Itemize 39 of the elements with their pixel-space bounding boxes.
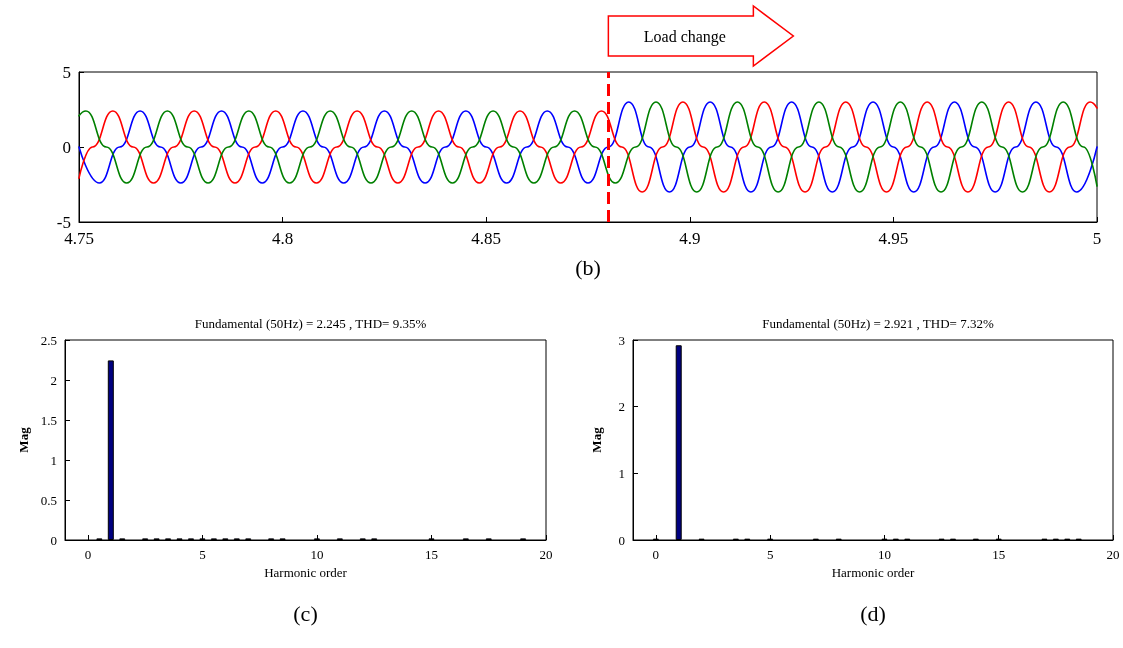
- x-tick-label: 5: [199, 547, 206, 562]
- x-tick-label: 10: [877, 547, 891, 562]
- chart-title: Fundamental (50Hz) = 2.245 , THD= 9.35%: [194, 316, 427, 331]
- x-tick-label: 0: [652, 547, 660, 562]
- text: (b): [575, 254, 601, 280]
- x-tick-label: 4.95: [878, 229, 909, 248]
- y-tick-label: 0.5: [40, 492, 57, 508]
- text: (c): [293, 600, 318, 626]
- text: Load change: [643, 27, 726, 46]
- x-tick-label: 5: [1092, 229, 1102, 248]
- x-tick-label: 10: [310, 547, 324, 562]
- chart-title: Fundamental (50Hz) = 2.921 , THD= 7.32%: [762, 316, 994, 331]
- y-tick-label: 2.5: [40, 332, 57, 348]
- x-tick-label: 5: [766, 547, 774, 562]
- y-tick-label: 0: [62, 137, 71, 157]
- x-tick-label: 15: [424, 547, 438, 562]
- y-axis-title: Mag: [15, 426, 31, 453]
- y-tick-label: 0: [618, 532, 625, 548]
- x-tick-label: 0: [84, 547, 92, 562]
- y-tick-label: 1.5: [40, 412, 57, 428]
- x-axis-title: Harmonic order: [264, 564, 348, 580]
- x-tick-label: 4.9: [679, 229, 701, 248]
- x-tick-label: 20: [1106, 547, 1120, 562]
- y-tick-label: 2: [618, 399, 625, 415]
- y-tick-label: 3: [618, 332, 625, 348]
- x-tick-label: 20: [539, 547, 553, 562]
- x-tick-label: 4.8: [271, 229, 294, 248]
- y-tick-label: 1: [618, 465, 625, 481]
- x-tick-label: 15: [992, 547, 1006, 562]
- y-tick-label: 1: [50, 452, 57, 468]
- y-tick-label: -5: [56, 212, 71, 232]
- x-axis-title: Harmonic order: [831, 564, 915, 580]
- y-axis-title: Mag: [589, 426, 604, 453]
- y-tick-label: 5: [62, 62, 71, 82]
- text: (d): [860, 600, 886, 626]
- x-tick-label: 4.75: [64, 229, 94, 248]
- y-tick-label: 2: [50, 372, 57, 388]
- x-tick-label: 4.85: [471, 229, 502, 248]
- y-tick-label: 0: [50, 532, 57, 548]
